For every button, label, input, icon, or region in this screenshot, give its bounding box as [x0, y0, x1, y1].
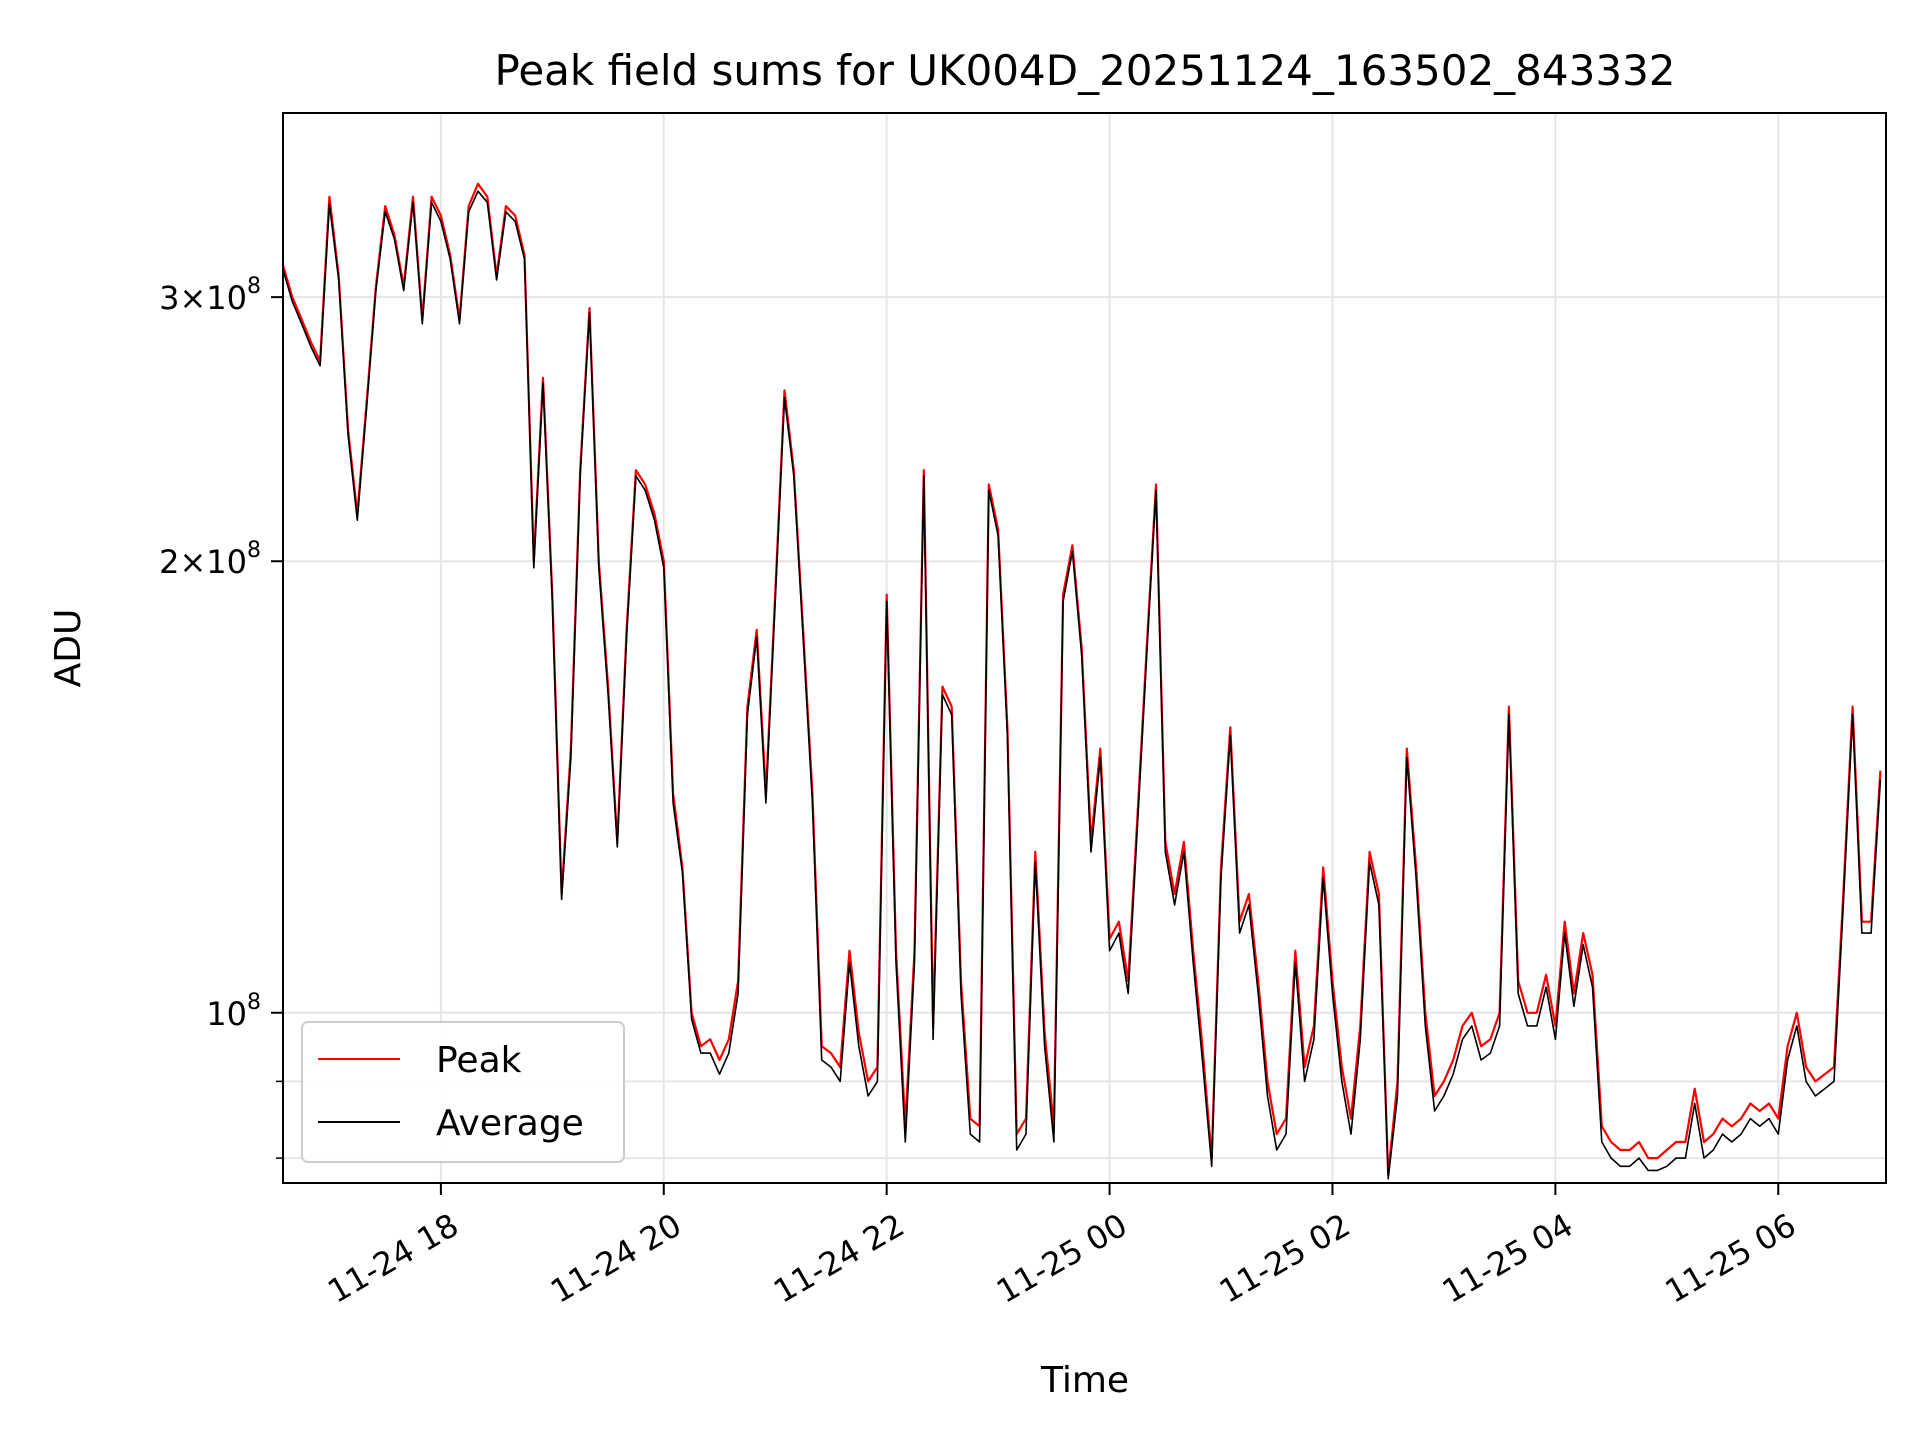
legend: Peak Average [301, 1021, 625, 1163]
y-tick-times: ×10 [179, 543, 247, 581]
chart-title: Peak field sums for UK004D_20251124_1635… [494, 46, 1675, 95]
y-tick-times: ×10 [179, 279, 247, 317]
y-axis-label: ADU [48, 609, 89, 688]
legend-box [301, 1021, 625, 1163]
y-tick-label: 3×108 [159, 274, 261, 317]
y-tick-mantissa: 2 [159, 543, 179, 581]
y-tick-mantissa: 3 [159, 279, 179, 317]
x-axis-label: Time [1040, 1360, 1129, 1401]
y-tick-exponent: 8 [247, 538, 261, 563]
plot-area [283, 182, 1882, 1180]
legend-label-average: Average [436, 1103, 584, 1144]
y-tick-exponent: 8 [247, 274, 261, 299]
plot-frame [282, 112, 1887, 1184]
legend-label-peak: Peak [436, 1040, 522, 1081]
y-tick-exponent: 8 [247, 990, 261, 1015]
y-tick-base: 10 [206, 995, 247, 1033]
y-tick-label: 2×108 [159, 538, 261, 581]
series-line-average [283, 190, 1882, 1180]
y-tick-label: 108 [206, 990, 261, 1033]
